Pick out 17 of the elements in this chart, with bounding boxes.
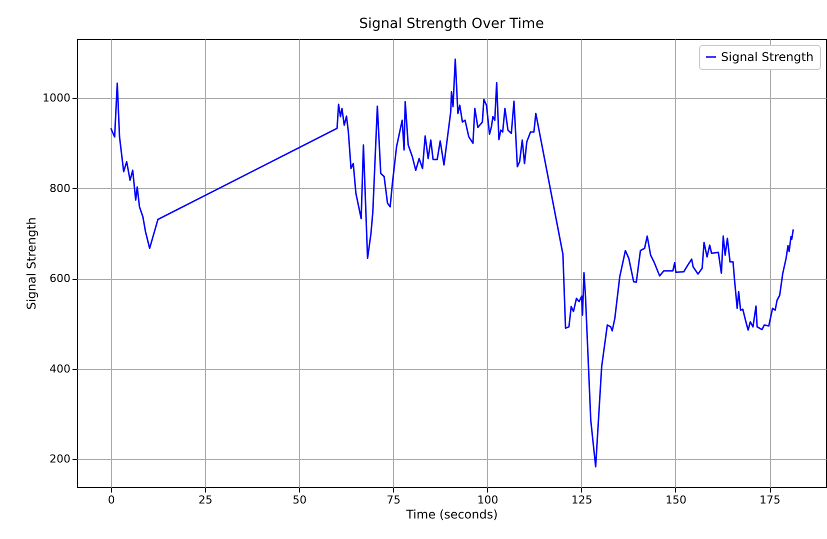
- y-tick-label: 200: [50, 452, 70, 466]
- x-tick-label: 150: [665, 494, 686, 506]
- x-axis-title: Time (seconds): [405, 508, 498, 522]
- x-tick-label: 100: [477, 494, 498, 506]
- x-tick-label: 125: [571, 494, 592, 506]
- y-tick-label: 800: [50, 182, 70, 195]
- x-tick-label: 25: [198, 494, 212, 506]
- chart-title: Signal Strength Over Time: [359, 16, 544, 32]
- y-tick-label: 400: [50, 362, 70, 376]
- x-tick-label: 75: [386, 494, 401, 506]
- x-tick-label: 0: [108, 494, 115, 506]
- y-tick-label: 1000: [42, 92, 70, 105]
- x-tick-label: 175: [760, 494, 781, 506]
- x-tick-label: 50: [292, 494, 307, 506]
- y-tick-label: 600: [50, 272, 70, 286]
- y-axis-title: Signal Strength: [24, 217, 39, 310]
- legend-label: Signal Strength: [721, 50, 814, 64]
